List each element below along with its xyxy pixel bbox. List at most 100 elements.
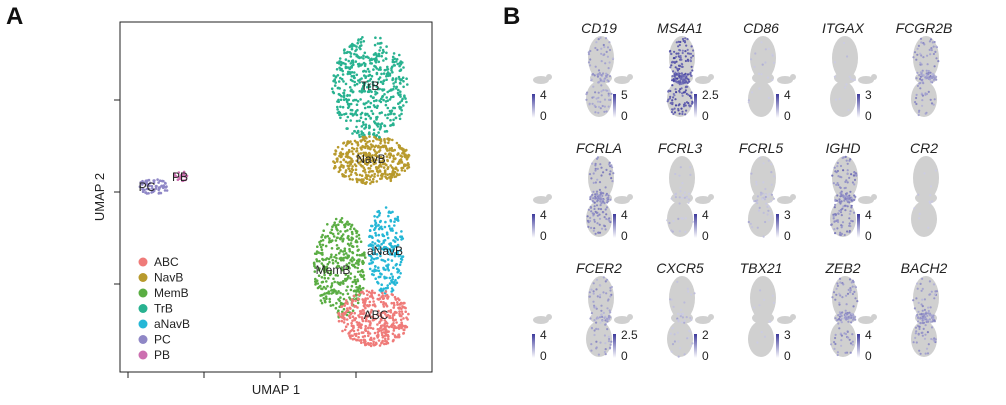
expression-dot [848, 229, 851, 233]
umap-point [399, 260, 403, 264]
scale-max-label: 4 [540, 208, 547, 222]
umap-point [372, 343, 376, 347]
umap-point [320, 248, 324, 251]
umap-point [328, 297, 332, 301]
umap-point [362, 123, 365, 126]
expression-dot [842, 283, 845, 286]
umap-point [350, 71, 354, 74]
expression-dot [672, 96, 675, 99]
pc-blob [695, 196, 711, 204]
umap-point [158, 179, 162, 182]
expression-dot [915, 102, 918, 106]
expression-dot [683, 353, 686, 356]
expression-dot [764, 220, 767, 224]
umap-point [377, 328, 380, 331]
umap-point [393, 324, 396, 328]
umap-point [378, 49, 381, 52]
gene-name: CXCR5 [656, 260, 704, 276]
scale-min-label: 0 [540, 109, 547, 123]
expression-dot [606, 199, 609, 202]
expression-dot [671, 75, 674, 78]
expression-dot [671, 108, 674, 111]
cluster-label-pb: PB [172, 170, 188, 184]
expression-dot [596, 222, 599, 225]
umap-point [392, 157, 396, 161]
umap-point [358, 284, 362, 288]
expression-dot [595, 190, 599, 193]
panel-a-letter: A [6, 3, 23, 30]
expression-dot [847, 288, 850, 291]
umap-point [390, 301, 394, 305]
umap-point [365, 101, 368, 105]
umap-point [341, 310, 344, 314]
expression-dot [930, 102, 934, 105]
legend-swatch [138, 257, 148, 267]
expression-dot [932, 74, 936, 77]
expression-dot [931, 41, 934, 44]
expression-dot [682, 105, 686, 108]
expression-dot [929, 38, 933, 41]
expression-dot [921, 277, 924, 280]
expression-dot [679, 75, 683, 78]
expression-dot [602, 192, 605, 195]
expression-dot [838, 200, 841, 204]
umap-point [368, 254, 371, 257]
expression-dot [770, 171, 773, 174]
umap-point [363, 168, 367, 171]
umap-point [355, 180, 359, 184]
expression-dot [673, 75, 676, 78]
umap-point [377, 247, 380, 251]
expression-dot [846, 199, 849, 202]
expression-dot [605, 168, 608, 171]
umap-point [369, 326, 373, 330]
umap-point [369, 164, 373, 168]
expression-dot [677, 52, 680, 55]
umap-point [352, 99, 355, 102]
umap-point [359, 338, 363, 342]
umap-silhouette [750, 156, 776, 200]
expression-dot [603, 350, 607, 354]
umap-point [333, 255, 336, 259]
umap-point [341, 105, 345, 109]
expression-dot [683, 78, 686, 81]
umap-silhouette [834, 72, 856, 84]
umap-point [398, 64, 401, 68]
expression-dot [934, 169, 938, 172]
expression-dot [607, 318, 611, 321]
expression-dot [668, 97, 672, 100]
umap-point [365, 181, 368, 184]
expression-dot [597, 91, 600, 94]
umap-point [362, 277, 366, 281]
umap-point [347, 332, 350, 335]
umap-point [337, 110, 341, 114]
expression-dot [834, 317, 837, 320]
pc-blob [695, 76, 711, 84]
umap-point [375, 244, 379, 248]
legend-label: aNavB [154, 317, 190, 331]
expression-dot [607, 105, 610, 108]
umap-point [350, 150, 354, 153]
expression-dot [764, 195, 767, 199]
expression-dot [678, 174, 681, 177]
umap-point [343, 225, 347, 229]
umap-point [397, 327, 401, 330]
umap-point [375, 158, 378, 162]
umap-point [394, 87, 398, 90]
umap-point [379, 46, 382, 49]
umap-point [360, 275, 363, 278]
expression-dot [846, 205, 849, 208]
umap-point [321, 243, 325, 247]
expression-dot [597, 69, 601, 72]
expression-dot [685, 80, 688, 83]
umap-point [403, 164, 406, 168]
expression-dot [931, 72, 935, 75]
umap-point [316, 245, 319, 248]
expression-dot [608, 220, 611, 223]
pb-blob [708, 74, 714, 80]
umap-point [373, 242, 377, 245]
umap-point [392, 112, 396, 116]
umap-point [330, 253, 333, 256]
umap-point [380, 331, 384, 335]
umap-point [351, 338, 355, 341]
